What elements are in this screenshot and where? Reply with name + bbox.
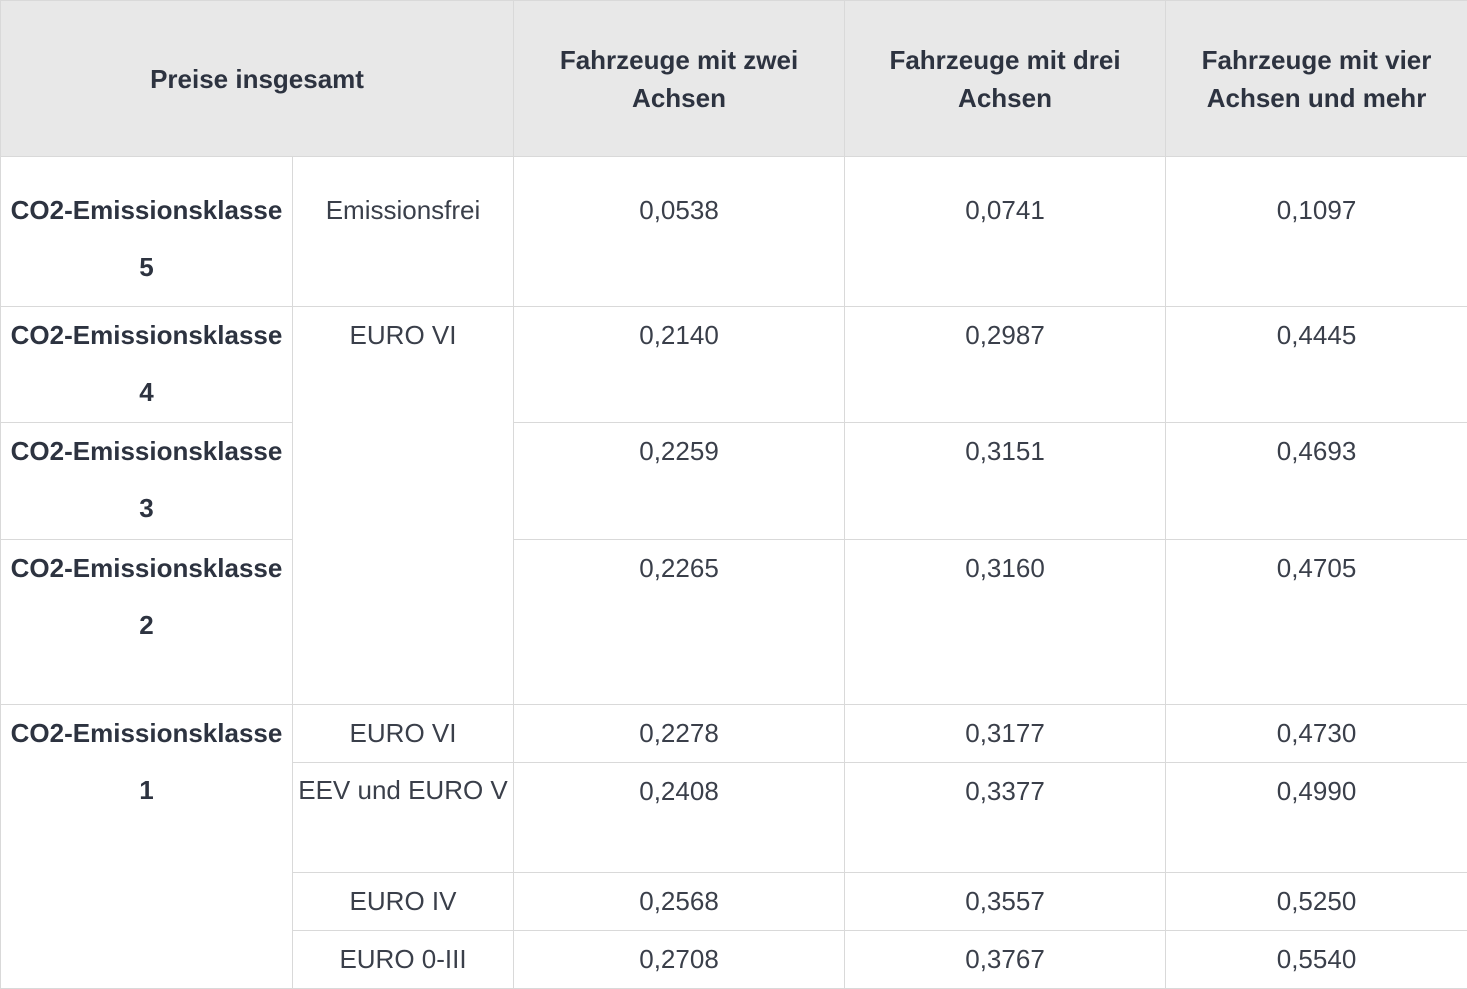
emission-norm-cell: EURO VI — [293, 307, 514, 705]
table-row: CO2-Emissionsklasse 4 EURO VI 0,2140 0,2… — [1, 307, 1467, 423]
header-two-axles: Fahrzeuge mit zwei Achsen — [514, 1, 845, 157]
price-two-axles: 0,0538 — [514, 157, 845, 307]
price-four-axles: 0,1097 — [1166, 157, 1467, 307]
price-three-axles: 0,0741 — [845, 157, 1166, 307]
emission-norm-cell: EURO IV — [293, 873, 514, 931]
co2-class-2-label: CO2-Emissionsklasse 2 — [1, 540, 293, 705]
price-four-axles: 0,4730 — [1166, 705, 1467, 763]
price-three-axles: 0,2987 — [845, 307, 1166, 423]
price-four-axles: 0,4445 — [1166, 307, 1467, 423]
price-two-axles: 0,2408 — [514, 763, 845, 873]
price-two-axles: 0,2140 — [514, 307, 845, 423]
price-four-axles: 0,4705 — [1166, 540, 1467, 705]
emission-norm-cell: EURO VI — [293, 705, 514, 763]
table-row: CO2-Emissionsklasse 1 EURO VI 0,2278 0,3… — [1, 705, 1467, 763]
price-three-axles: 0,3377 — [845, 763, 1166, 873]
price-two-axles: 0,2278 — [514, 705, 845, 763]
co2-class-5-label: CO2-Emissionsklasse 5 — [1, 157, 293, 307]
price-three-axles: 0,3557 — [845, 873, 1166, 931]
price-four-axles: 0,4693 — [1166, 423, 1467, 540]
price-three-axles: 0,3177 — [845, 705, 1166, 763]
price-two-axles: 0,2259 — [514, 423, 845, 540]
header-four-axles: Fahrzeuge mit vier Achsen und mehr — [1166, 1, 1467, 157]
price-three-axles: 0,3151 — [845, 423, 1166, 540]
table-row: CO2-Emissionsklasse 5 Emissionsfrei 0,05… — [1, 157, 1467, 307]
table-row: CO2-Emissionsklasse 2 0,2265 0,3160 0,47… — [1, 540, 1467, 705]
co2-class-1-label: CO2-Emissionsklasse 1 — [1, 705, 293, 989]
price-four-axles: 0,5250 — [1166, 873, 1467, 931]
co2-class-3-label: CO2-Emissionsklasse 3 — [1, 423, 293, 540]
table-header-row: Preise insgesamt Fahrzeuge mit zwei Achs… — [1, 1, 1467, 157]
emission-norm-cell: Emissionsfrei — [293, 157, 514, 307]
co2-class-4-label: CO2-Emissionsklasse 4 — [1, 307, 293, 423]
emission-norm-cell: EEV und EURO V — [293, 763, 514, 873]
header-total-prices: Preise insgesamt — [1, 1, 514, 157]
price-four-axles: 0,4990 — [1166, 763, 1467, 873]
price-three-axles: 0,3160 — [845, 540, 1166, 705]
price-two-axles: 0,2568 — [514, 873, 845, 931]
header-three-axles: Fahrzeuge mit drei Achsen — [845, 1, 1166, 157]
table-row: CO2-Emissionsklasse 3 0,2259 0,3151 0,46… — [1, 423, 1467, 540]
price-two-axles: 0,2265 — [514, 540, 845, 705]
